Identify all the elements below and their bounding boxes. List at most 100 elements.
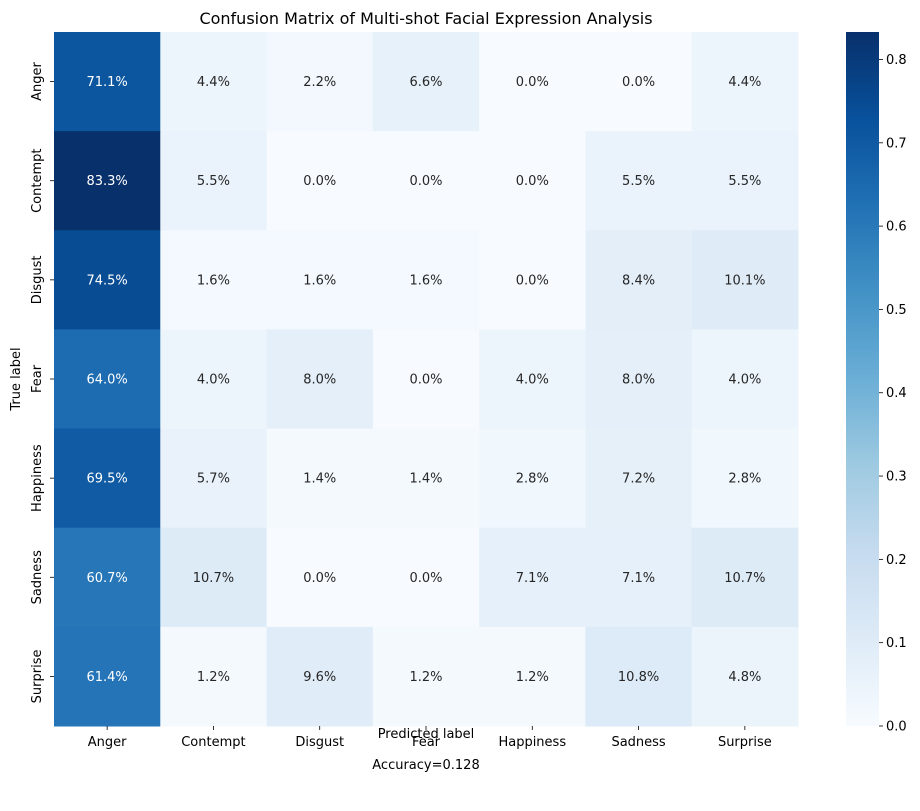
- heatmap-cell: [160, 230, 268, 330]
- cell-label: 71.1%: [86, 75, 127, 90]
- colorbar-tick-label: 0.4: [886, 386, 907, 401]
- cell-label: 1.6%: [409, 273, 442, 288]
- heatmap-cell: [691, 131, 799, 231]
- heatmap-cell: [585, 230, 693, 330]
- heatmap-cell: [585, 329, 693, 430]
- heatmap-cell: [54, 32, 161, 132]
- cell-label: 8.0%: [622, 373, 655, 388]
- heatmap-cell: [266, 626, 374, 727]
- x-axis-ticks: Anger Contempt Disgust Fear Happiness Sadness…: [88, 726, 772, 750]
- cell-label: 10.1%: [724, 273, 765, 288]
- cell-label: 0.0%: [303, 571, 336, 586]
- heatmap-cell: [479, 428, 586, 529]
- cell-label: 1.4%: [303, 472, 336, 487]
- cell-label: 6.6%: [409, 75, 442, 90]
- cell-label: 4.4%: [197, 75, 230, 90]
- cell-label: 10.7%: [724, 571, 765, 586]
- heatmap-cell: [372, 230, 480, 330]
- colorbar-tick-label: 0.0: [886, 720, 907, 735]
- cell-label: 83.3%: [86, 174, 127, 189]
- heatmap-cell: [266, 230, 374, 330]
- x-axis-label: Predicted label: [378, 727, 475, 742]
- cell-label: 0.0%: [516, 273, 549, 288]
- heatmap-cell: [372, 32, 480, 132]
- x-tick-label: Happiness: [498, 735, 566, 750]
- cell-label: 4.0%: [728, 373, 761, 388]
- heatmap-cell: [691, 32, 799, 132]
- cell-label: 74.5%: [86, 273, 127, 288]
- colorbar-tick-label: 0.6: [886, 220, 907, 235]
- heatmap-cell: [585, 527, 693, 628]
- heatmap-cell: [479, 626, 586, 727]
- y-tick-label: Anger: [30, 62, 45, 101]
- heatmap-cell: [54, 626, 161, 727]
- heatmap-cell: [585, 626, 693, 727]
- x-tick-label: Disgust: [295, 735, 344, 750]
- heatmap-cell: [54, 230, 161, 330]
- y-tick-label: Contempt: [30, 149, 45, 213]
- cell-label: 0.0%: [622, 75, 655, 90]
- cell-label: 8.0%: [303, 373, 336, 388]
- y-axis-ticks: Anger Contempt Disgust Fear Happiness Sadness…: [30, 62, 54, 704]
- cell-label: 1.2%: [409, 670, 442, 685]
- heatmap-cell: [372, 527, 480, 628]
- cell-label: 4.0%: [197, 373, 230, 388]
- cell-label: 0.0%: [516, 174, 549, 189]
- heatmap-cell: [479, 230, 586, 330]
- cell-label: 2.8%: [516, 472, 549, 487]
- cell-label: 7.1%: [622, 571, 655, 586]
- heatmap-cell: [266, 329, 374, 430]
- x-tick-label: Fear: [412, 735, 441, 750]
- x-tick-label: Surprise: [718, 735, 772, 750]
- heatmap-cell: [585, 131, 693, 231]
- heatmap-cell: [691, 428, 799, 529]
- colorbar-ticks: 0.0 0.1 0.2 0.3 0.4 0.5 0.6 0.7 0.8: [879, 53, 907, 735]
- cell-label: 7.2%: [622, 472, 655, 487]
- heatmap-cell: [691, 626, 799, 727]
- cell-label: 5.5%: [197, 174, 230, 189]
- heatmap-cell: [479, 527, 586, 628]
- heatmap-cell: [266, 131, 374, 231]
- cell-label: 61.4%: [86, 670, 127, 685]
- cell-label: 9.6%: [303, 670, 336, 685]
- cell-label: 1.6%: [303, 273, 336, 288]
- y-axis-label: True label: [9, 347, 24, 411]
- heatmap-cell: [691, 230, 799, 330]
- cell-label: 5.7%: [197, 472, 230, 487]
- cell-label: 2.8%: [728, 472, 761, 487]
- chart-title: Confusion Matrix of Multi-shot Facial Ex…: [199, 9, 652, 28]
- x-tick-label: Contempt: [181, 735, 245, 750]
- cell-label: 69.5%: [86, 472, 127, 487]
- heatmap-cell: [479, 131, 586, 231]
- heatmap-cell: [160, 329, 268, 430]
- heatmap-cell: [160, 527, 268, 628]
- heatmap-cell: [54, 527, 161, 628]
- cell-label: 10.8%: [618, 670, 659, 685]
- cell-label: 10.7%: [193, 571, 234, 586]
- heatmap-cell: [479, 32, 586, 132]
- colorbar-tick-label: 0.8: [886, 53, 907, 68]
- heatmap-cell: [266, 527, 374, 628]
- heatmap-cell: [479, 329, 586, 430]
- x-tick-label: Anger: [88, 735, 127, 750]
- cell-label: 0.0%: [409, 373, 442, 388]
- cell-label: 0.0%: [409, 174, 442, 189]
- cell-label: 60.7%: [86, 571, 127, 586]
- heatmap-cell: [266, 428, 374, 529]
- cell-label: 0.0%: [409, 571, 442, 586]
- cell-label: 7.1%: [516, 571, 549, 586]
- cell-label: 2.2%: [303, 75, 336, 90]
- y-tick-label: Surprise: [30, 650, 45, 704]
- colorbar-tick-label: 0.3: [886, 470, 907, 485]
- cell-label: 4.8%: [728, 670, 761, 685]
- cell-label: 1.2%: [197, 670, 230, 685]
- colorbar: [846, 32, 879, 726]
- heatmap-cell: [585, 428, 693, 529]
- cell-label: 0.0%: [516, 75, 549, 90]
- accuracy-footer: Accuracy=0.128: [372, 758, 479, 773]
- heatmap-cell: [54, 428, 161, 529]
- colorbar-tick-label: 0.1: [886, 636, 907, 651]
- cell-label: 1.6%: [197, 273, 230, 288]
- cell-label: 0.0%: [303, 174, 336, 189]
